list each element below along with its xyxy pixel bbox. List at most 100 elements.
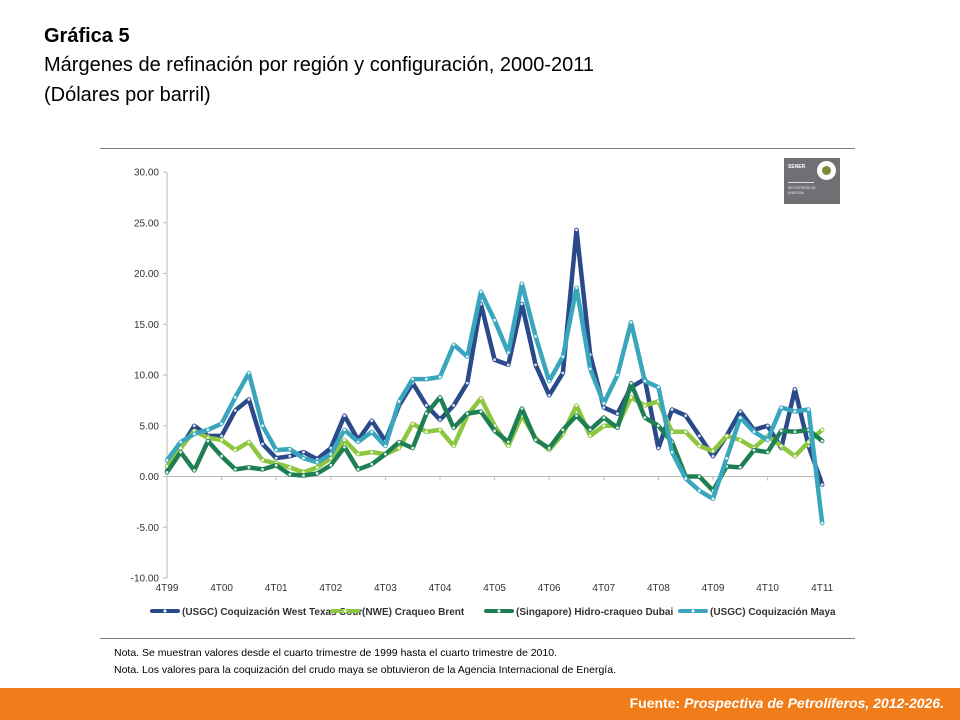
- data-point: [261, 424, 264, 428]
- data-point: [261, 467, 264, 471]
- x-axis: 4T99 4T00 4T01 4T02 4T03 4T04 4T05 4T06 4T07 4T08…: [156, 476, 834, 594]
- data-point: [766, 424, 769, 428]
- note-1: Nota. Se muestran valores desde el cuart…: [114, 647, 557, 659]
- data-point: [657, 424, 660, 428]
- data-point: [493, 318, 496, 322]
- data-point: [274, 448, 278, 452]
- data-point: [711, 449, 715, 453]
- data-point: [370, 430, 374, 434]
- data-point: [643, 379, 647, 383]
- chart-units: (Dólares por barril): [44, 84, 211, 106]
- logo-text: SENER: [788, 164, 806, 170]
- logo-subtext: SECRETARÍA DE ENERGÍA: [788, 186, 816, 195]
- x-tick-label: 4T99: [156, 583, 179, 594]
- data-point: [302, 456, 305, 460]
- data-point: [684, 477, 688, 480]
- data-point: [766, 438, 769, 442]
- data-point: [179, 446, 183, 450]
- data-point: [820, 521, 824, 525]
- legend-marker: [163, 609, 167, 613]
- data-point: [479, 410, 483, 413]
- y-tick-label: 10.00: [134, 371, 159, 382]
- data-point: [438, 418, 442, 422]
- data-point: [384, 444, 387, 448]
- y-tick-label: 30.00: [134, 168, 159, 179]
- data-point: [602, 416, 606, 420]
- data-point: [411, 422, 415, 426]
- data-point: [424, 412, 428, 415]
- data-point: [356, 440, 360, 444]
- data-point: [397, 446, 401, 450]
- series-4: [164, 281, 825, 526]
- data-point: [588, 428, 592, 432]
- legend-marker: [343, 609, 347, 613]
- data-point: [233, 409, 237, 412]
- data-point: [807, 408, 810, 411]
- data-point: [247, 465, 251, 469]
- data-point: [370, 462, 374, 466]
- data-point: [807, 440, 810, 444]
- data-point: [479, 396, 483, 400]
- data-point: [438, 428, 442, 432]
- line-chart: -10.00 -5.00 0.00 5.00 10.00 15.00 20.00 25.00 3…: [131, 168, 836, 619]
- data-point: [616, 373, 619, 377]
- legend-item-3: (Singapore) Hidro-craqueo Dubai: [484, 607, 673, 618]
- series-3: [164, 380, 825, 493]
- data-point: [520, 302, 524, 306]
- data-point: [629, 395, 633, 399]
- data-point: [602, 406, 606, 409]
- x-tick-label: 4T05: [483, 583, 506, 594]
- data-point: [274, 463, 278, 467]
- data-point: [752, 448, 756, 452]
- data-point: [343, 428, 346, 432]
- data-point: [738, 416, 742, 420]
- data-point: [520, 282, 524, 286]
- data-point: [547, 446, 551, 450]
- data-point: [793, 387, 797, 391]
- data-point: [165, 458, 169, 462]
- data-point: [356, 467, 360, 471]
- data-point: [288, 473, 292, 476]
- data-point: [179, 450, 183, 454]
- y-tick-label: 25.00: [134, 218, 159, 229]
- data-point: [697, 434, 701, 438]
- data-point: [779, 429, 783, 433]
- data-point: [247, 397, 251, 401]
- data-point: [547, 379, 551, 383]
- data-point: [697, 489, 701, 493]
- chart-legend: (USGC) Coquización West Texas Sour (NWE) …: [150, 607, 836, 618]
- data-point: [575, 286, 578, 290]
- x-tick-label: 4T01: [265, 583, 288, 594]
- data-point: [206, 439, 210, 443]
- data-point: [261, 442, 264, 446]
- x-tick-label: 4T00: [210, 583, 233, 594]
- data-point: [561, 428, 565, 432]
- data-point: [793, 430, 797, 434]
- data-point: [233, 395, 237, 399]
- data-point: [465, 381, 469, 385]
- legend-item-2: (NWE) Craqueo Brent: [330, 607, 465, 618]
- data-point: [438, 395, 442, 399]
- series-line: [164, 227, 825, 487]
- footer-bar: Fuente: Prospectiva de Petrolíferos, 201…: [0, 688, 960, 720]
- x-tick-label: 4T10: [756, 583, 779, 594]
- footer-source-text: Prospectiva de Petrolíferos, 2012-2026.: [684, 695, 944, 711]
- data-point: [192, 432, 196, 436]
- data-point: [820, 483, 824, 487]
- data-point: [452, 343, 456, 346]
- data-point: [233, 467, 237, 471]
- data-point: [370, 450, 374, 454]
- y-tick-label: -5.00: [136, 523, 159, 534]
- legend-label: (Singapore) Hidro-craqueo Dubai: [516, 607, 673, 618]
- data-point: [411, 377, 415, 381]
- sener-logo: SENER SECRETARÍA DE ENERGÍA: [784, 158, 840, 204]
- legend-item-1: (USGC) Coquización West Texas Sour: [150, 607, 362, 618]
- bottom-rule: [100, 638, 855, 639]
- data-point: [315, 460, 319, 464]
- data-point: [424, 404, 428, 407]
- data-point: [424, 377, 428, 381]
- data-point: [315, 465, 319, 469]
- data-point: [343, 445, 346, 449]
- data-point: [370, 419, 374, 423]
- data-point: [534, 335, 537, 338]
